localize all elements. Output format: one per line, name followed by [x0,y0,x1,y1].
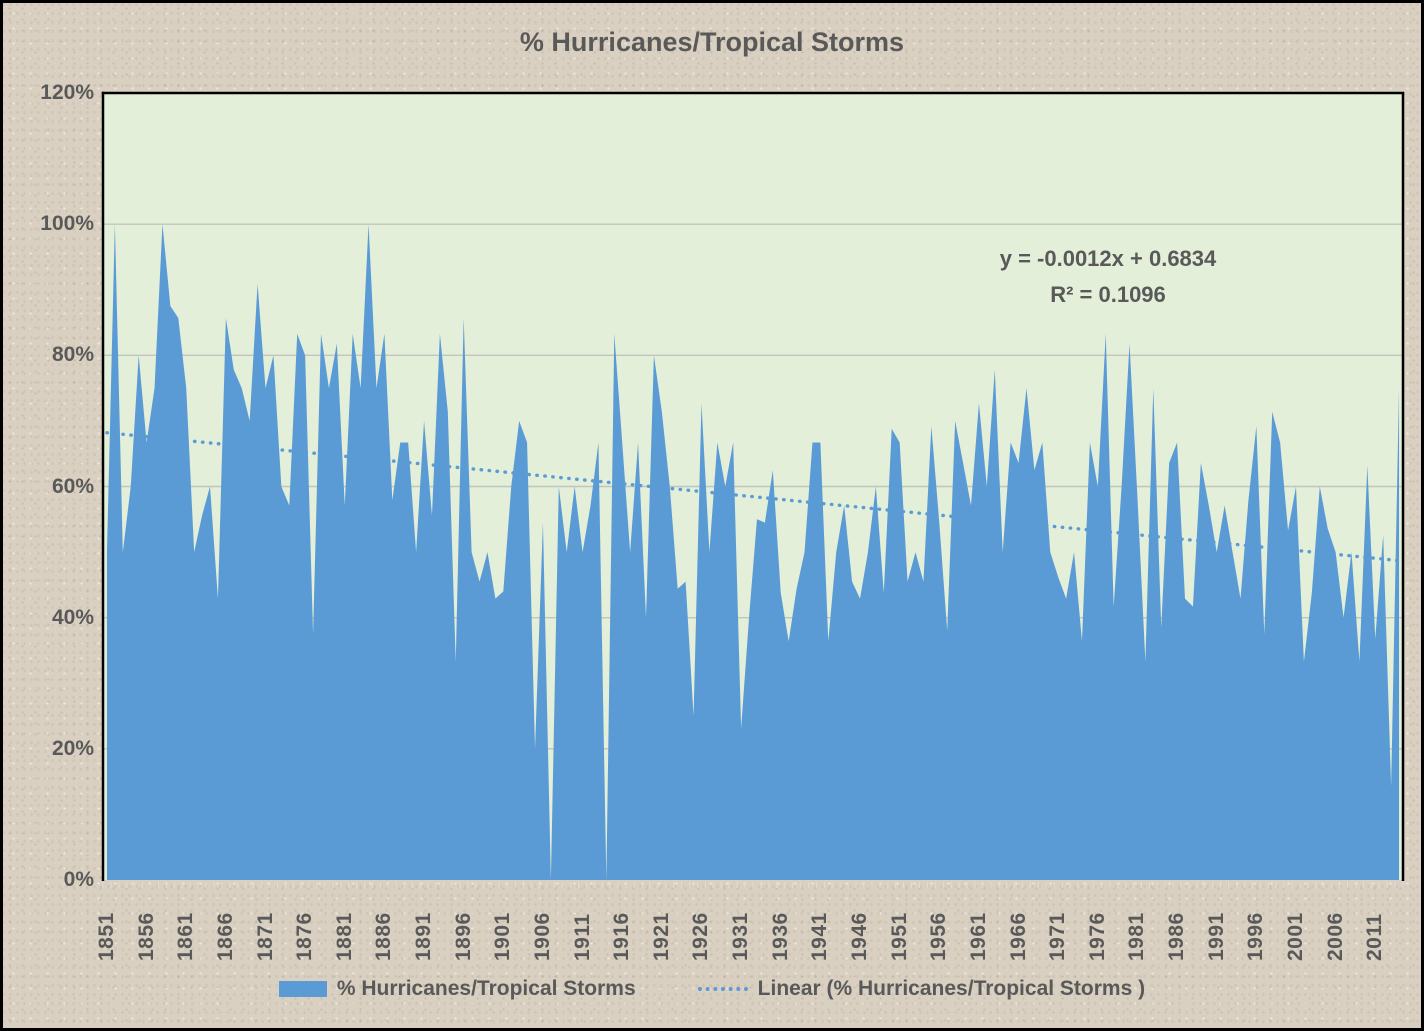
x-tick-label-1966: 1966 [1006,912,1030,961]
legend-trend-label: Linear (% Hurricanes/Tropical Storms ) [757,977,1146,1000]
x-tick-label-1881: 1881 [332,912,356,961]
x-tick-label-1956: 1956 [927,912,951,961]
x-tick-label-1876: 1876 [293,912,317,961]
x-tick-label-1856: 1856 [134,912,158,961]
y-tick-label-40pct: 40% [51,605,94,629]
x-tick-label-2011: 2011 [1363,913,1387,961]
hurricane-percentage-area-series [106,224,1400,881]
x-tick-label-1981: 1981 [1125,912,1149,961]
x-tick-label-1986: 1986 [1165,912,1189,961]
area-chart-plot [101,91,1405,888]
x-tick-label-1991: 1991 [1204,912,1228,961]
x-tick-label-1946: 1946 [848,912,871,961]
x-tick-label-1871: 1871 [253,912,277,961]
x-tick-label-1906: 1906 [530,912,554,961]
chart-title: % Hurricanes/Tropical Storms [519,27,905,57]
x-tick-label-1901: 1901 [491,912,515,961]
y-tick-label-0pct: 0% [63,868,94,891]
x-tick-label-1926: 1926 [689,912,713,961]
legend-series-label: % Hurricanes/Tropical Storms [336,977,636,1000]
x-tick-label-1961: 1961 [966,912,990,961]
x-tick-label-1861: 1861 [174,912,198,961]
legend-item-trend: Linear (% Hurricanes/Tropical Storms ) [697,977,1146,1001]
legend: % Hurricanes/Tropical Storms Linear (% H… [3,977,1421,1001]
x-tick-label-1886: 1886 [372,912,396,961]
x-tick-label-1996: 1996 [1244,912,1268,961]
y-tick-label-20pct: 20% [51,736,94,760]
x-tick-label-1911: 1911 [570,913,594,961]
linear-trendline [105,431,1401,563]
x-tick-label-1891: 1891 [412,912,436,961]
x-tick-label-2006: 2006 [1323,912,1347,961]
x-tick-label-1931: 1931 [729,912,753,961]
x-tick-label-2001: 2001 [1283,912,1307,961]
trendline-equation: y = -0.0012x + 0.6834 R² = 0.1096 [943,241,1273,313]
x-tick-label-1951: 1951 [887,912,911,961]
y-tick-label-60pct: 60% [51,474,94,498]
trend-line-swatch-icon [697,987,748,991]
x-tick-label-1866: 1866 [213,912,237,961]
legend-item-series: % Hurricanes/Tropical Storms [278,977,636,1001]
y-tick-label-120pct: 120% [40,81,94,104]
equation-line: y = -0.0012x + 0.6834 [999,246,1217,271]
y-tick-label-100pct: 100% [40,212,94,236]
r-squared-line: R² = 0.1096 [1050,282,1166,307]
x-tick-label-1896: 1896 [451,912,475,961]
y-tick-label-80pct: 80% [51,343,94,367]
x-tick-label-1941: 1941 [808,912,832,961]
x-tick-label-1936: 1936 [768,912,792,961]
x-tick-label-1921: 1921 [649,912,673,961]
x-tick-label-1976: 1976 [1085,912,1109,961]
area-swatch-icon [278,981,327,997]
x-tick-label-1851: 1851 [94,912,118,961]
x-tick-label-1916: 1916 [610,912,634,961]
x-tick-label-1971: 1971 [1046,912,1070,961]
